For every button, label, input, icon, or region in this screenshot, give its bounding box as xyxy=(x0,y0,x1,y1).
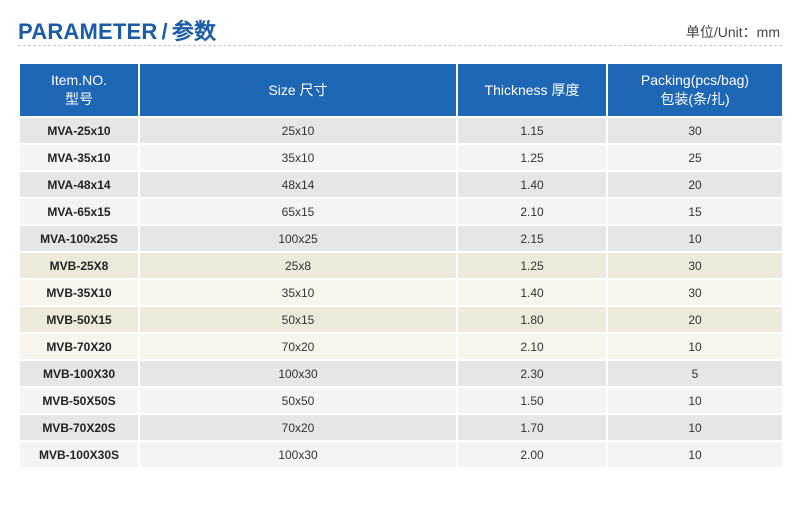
table-row: MVB-100X30 100x30 2.30 5 xyxy=(20,361,782,386)
column-header-line: Size 尺寸 xyxy=(268,81,328,98)
parameter-table: Item.NO. 型号 Size 尺寸 Thickness 厚度 Packing… xyxy=(18,62,784,469)
table-row: MVA-100x25S 100x25 2.15 10 xyxy=(20,226,782,251)
cell-packing: 5 xyxy=(608,361,782,386)
cell-thickness: 1.50 xyxy=(458,388,606,413)
table-row: MVB-50X15 50x15 1.80 20 xyxy=(20,307,782,332)
cell-packing: 15 xyxy=(608,199,782,224)
cell-size: 70x20 xyxy=(140,334,456,359)
cell-size: 50x15 xyxy=(140,307,456,332)
cell-item-no: MVA-100x25S xyxy=(20,226,138,251)
title-chinese: 参数 xyxy=(171,19,217,44)
cell-item-no: MVA-25x10 xyxy=(20,118,138,143)
table-body: MVA-25x10 25x10 1.15 30 MVA-35x10 35x10 1.25 25… xyxy=(20,118,782,467)
cell-packing: 25 xyxy=(608,145,782,170)
column-header-line: Thickness 厚度 xyxy=(484,81,580,98)
column-header-item-no: Item.NO. 型号 xyxy=(20,64,138,116)
cell-packing: 20 xyxy=(608,172,782,197)
cell-thickness: 1.25 xyxy=(458,145,606,170)
page-title: PARAMETER / 参数 xyxy=(18,14,216,46)
cell-thickness: 2.10 xyxy=(458,334,606,359)
table-row: MVA-48x14 48x14 1.40 20 xyxy=(20,172,782,197)
table-row: MVB-35X10 35x10 1.40 30 xyxy=(20,280,782,305)
cell-item-no: MVB-35X10 xyxy=(20,280,138,305)
cell-size: 100x30 xyxy=(140,361,456,386)
column-header-size: Size 尺寸 xyxy=(140,64,456,116)
cell-item-no: MVB-50X50S xyxy=(20,388,138,413)
cell-thickness: 2.15 xyxy=(458,226,606,251)
cell-packing: 10 xyxy=(608,388,782,413)
cell-size: 65x15 xyxy=(140,199,456,224)
cell-size: 35x10 xyxy=(140,280,456,305)
column-header-thickness: Thickness 厚度 xyxy=(458,64,606,116)
cell-size: 50x50 xyxy=(140,388,456,413)
cell-item-no: MVB-100X30 xyxy=(20,361,138,386)
cell-packing: 30 xyxy=(608,253,782,278)
unit-label: 单位/Unit：mm xyxy=(685,24,780,40)
table-row: MVA-65x15 65x15 2.10 15 xyxy=(20,199,782,224)
cell-packing: 10 xyxy=(608,442,782,467)
table-row: MVB-70X20 70x20 2.10 10 xyxy=(20,334,782,359)
cell-item-no: MVB-70X20 xyxy=(20,334,138,359)
cell-size: 48x14 xyxy=(140,172,456,197)
table-row: MVB-70X20S 70x20 1.70 10 xyxy=(20,415,782,440)
cell-thickness: 1.15 xyxy=(458,118,606,143)
cell-thickness: 1.40 xyxy=(458,172,606,197)
column-header-packing: Packing(pcs/bag) 包装(条/扎) xyxy=(608,64,782,116)
cell-item-no: MVB-100X30S xyxy=(20,442,138,467)
cell-item-no: MVA-35x10 xyxy=(20,145,138,170)
cell-size: 25x8 xyxy=(140,253,456,278)
cell-packing: 10 xyxy=(608,415,782,440)
cell-item-no: MVB-70X20S xyxy=(20,415,138,440)
cell-packing: 30 xyxy=(608,280,782,305)
cell-thickness: 2.10 xyxy=(458,199,606,224)
cell-thickness: 1.80 xyxy=(458,307,606,332)
column-header-line: Packing(pcs/bag) xyxy=(640,72,750,88)
header-divider xyxy=(18,45,782,46)
cell-thickness: 2.30 xyxy=(458,361,606,386)
cell-packing: 10 xyxy=(608,334,782,359)
cell-packing: 10 xyxy=(608,226,782,251)
table-row: MVA-35x10 35x10 1.25 25 xyxy=(20,145,782,170)
cell-packing: 20 xyxy=(608,307,782,332)
cell-thickness: 2.00 xyxy=(458,442,606,467)
cell-item-no: MVA-48x14 xyxy=(20,172,138,197)
cell-item-no: MVA-65x15 xyxy=(20,199,138,224)
cell-packing: 30 xyxy=(608,118,782,143)
cell-size: 100x25 xyxy=(140,226,456,251)
table-row: MVB-25X8 25x8 1.25 30 xyxy=(20,253,782,278)
cell-size: 70x20 xyxy=(140,415,456,440)
cell-size: 100x30 xyxy=(140,442,456,467)
title-english: PARAMETER xyxy=(18,19,158,44)
cell-thickness: 1.70 xyxy=(458,415,606,440)
cell-size: 35x10 xyxy=(140,145,456,170)
title-separator: / xyxy=(161,19,168,44)
cell-size: 25x10 xyxy=(140,118,456,143)
column-header-line: 型号 xyxy=(65,91,93,107)
column-header-line: Item.NO. xyxy=(50,72,107,88)
table-row: MVB-50X50S 50x50 1.50 10 xyxy=(20,388,782,413)
table-row: MVA-25x10 25x10 1.15 30 xyxy=(20,118,782,143)
table-row: MVB-100X30S 100x30 2.00 10 xyxy=(20,442,782,467)
cell-item-no: MVB-25X8 xyxy=(20,253,138,278)
page-header: PARAMETER / 参数 单位/Unit：mm xyxy=(18,12,782,46)
table-header-row: Item.NO. 型号 Size 尺寸 Thickness 厚度 Packing… xyxy=(20,64,782,116)
cell-thickness: 1.25 xyxy=(458,253,606,278)
cell-item-no: MVB-50X15 xyxy=(20,307,138,332)
column-header-line: 包装(条/扎) xyxy=(660,91,730,107)
cell-thickness: 1.40 xyxy=(458,280,606,305)
